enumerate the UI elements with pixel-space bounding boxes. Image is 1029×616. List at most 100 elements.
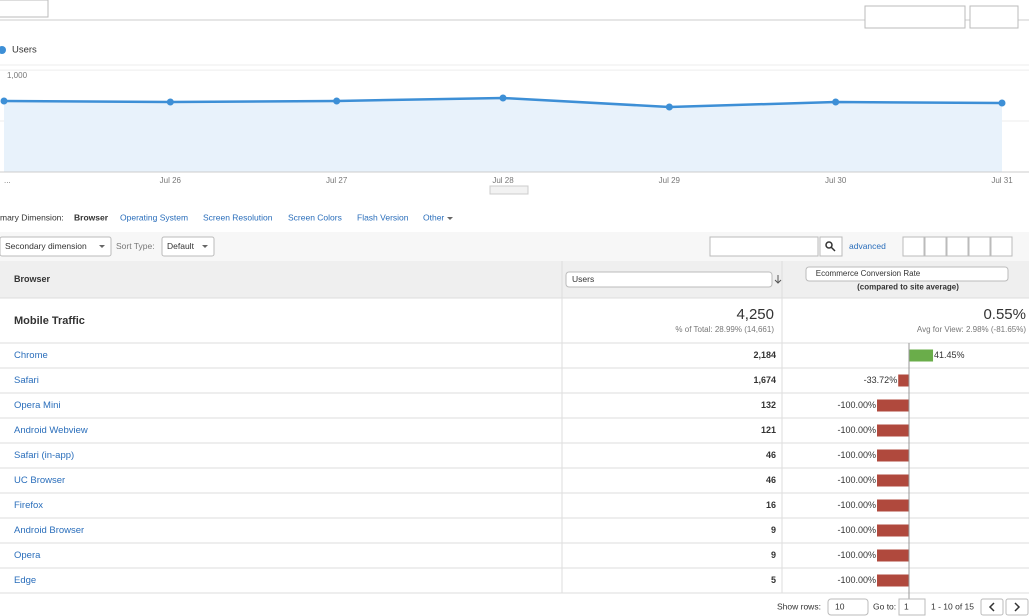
top-button[interactable] (0, 0, 49, 18)
browser-link[interactable]: Opera Mini (14, 400, 60, 411)
dimension-link[interactable]: Other (423, 212, 444, 222)
rate-bar (877, 524, 909, 537)
users-value: 9 (771, 550, 776, 560)
dimension-link[interactable]: Operating System (120, 212, 188, 222)
header-browser: Browser (14, 274, 51, 284)
rows-select[interactable] (827, 598, 869, 616)
browser-link[interactable]: Chrome (14, 350, 48, 361)
view-icon[interactable] (968, 236, 991, 257)
users-value: 46 (766, 475, 776, 485)
chart-type-buttons[interactable] (969, 5, 1019, 29)
search-icon (825, 241, 833, 249)
rate-bar (898, 374, 909, 387)
point (166, 98, 174, 106)
rate-bar (877, 574, 909, 587)
browser-link[interactable]: Android Webview (14, 425, 88, 436)
sort-arrow (774, 275, 782, 284)
totals-rate: 0.55% (983, 306, 1026, 323)
goto-label: Go to: (873, 601, 896, 611)
totals-users: 4,250 (736, 306, 774, 323)
next-button[interactable] (1005, 598, 1029, 616)
users-value: 9 (771, 525, 776, 535)
rate-label: -100.00% (837, 400, 876, 410)
secondary-label: Secondary dimension (5, 241, 87, 251)
rate-bar (877, 549, 909, 562)
x-tick-label: Jul 26 (160, 176, 182, 185)
rate-label: -100.00% (837, 575, 876, 585)
rate-label: -100.00% (837, 450, 876, 460)
point (0, 97, 8, 105)
users-value: 16 (766, 500, 776, 510)
goto-input[interactable] (898, 598, 926, 616)
point (998, 99, 1006, 107)
rows-value: 10 (835, 601, 845, 611)
users-value: 1,674 (753, 375, 776, 385)
sort-button[interactable] (161, 236, 215, 257)
users-value: 5 (771, 575, 776, 585)
advanced-link[interactable]: advanced (849, 241, 886, 251)
show-rows-label: Show rows: (777, 601, 821, 611)
prev-button[interactable] (980, 598, 1004, 616)
prev-arrow (988, 602, 995, 612)
secondary-button[interactable] (0, 236, 112, 257)
sort-value: Default (167, 241, 195, 251)
point (832, 98, 840, 106)
caret (447, 217, 453, 220)
dimension-current: Browser (74, 212, 109, 222)
rate-label: -100.00% (837, 500, 876, 510)
view-icon[interactable] (946, 236, 969, 257)
rate-bar (877, 399, 909, 412)
rate-label: 41.45% (934, 350, 965, 360)
dimension-link[interactable]: Flash Version (357, 212, 409, 222)
header-users: Users (572, 274, 594, 284)
legend-dot (0, 46, 6, 54)
users-select[interactable] (565, 271, 773, 288)
range-label: 1 - 10 of 15 (931, 601, 974, 611)
users-value: 2,184 (753, 350, 776, 360)
browser-link[interactable]: Safari (14, 375, 39, 386)
browser-link[interactable]: Safari (in-app) (14, 450, 74, 461)
x-tick-label: Jul 30 (825, 176, 847, 185)
browser-link[interactable]: Opera (14, 550, 41, 561)
rate-bar (877, 449, 909, 462)
search-box[interactable] (709, 236, 819, 257)
browser-link[interactable]: Android Browser (14, 525, 84, 536)
point (333, 97, 341, 105)
rate-label: -100.00% (837, 525, 876, 535)
rate-bar (877, 424, 909, 437)
goto-value: 1 (904, 601, 909, 611)
rate-label: -100.00% (837, 550, 876, 560)
period-buttons[interactable] (864, 5, 966, 29)
view-icon[interactable] (990, 236, 1013, 257)
x-tick-label: Jul 29 (659, 176, 681, 185)
header-rate: Ecommerce Conversion Rate (816, 269, 921, 278)
point (499, 94, 507, 102)
rate-label: -100.00% (837, 475, 876, 485)
rate-label: -100.00% (837, 425, 876, 435)
totals-rate-sub: Avg for View: 2.98% (-81.65%) (917, 325, 1026, 334)
sort-label: Sort Type: (116, 241, 155, 251)
next-arrow (1014, 602, 1021, 612)
rate-bar (909, 349, 934, 362)
browser-link[interactable]: Edge (14, 575, 36, 586)
y-tick-label: 1,000 (7, 71, 28, 80)
chart-handle[interactable] (489, 185, 529, 195)
rate-select[interactable] (805, 266, 1009, 282)
totals-users-sub: % of Total: 28.99% (14,661) (675, 325, 774, 334)
view-icon[interactable] (902, 236, 925, 257)
x-tick-label: Jul 28 (492, 176, 514, 185)
rate-bar (877, 499, 909, 512)
totals-name: Mobile Traffic (14, 315, 85, 327)
users-value: 132 (761, 400, 776, 410)
browser-link[interactable]: Firefox (14, 500, 43, 511)
dimension-link[interactable]: Screen Resolution (203, 212, 273, 222)
browser-link[interactable]: UC Browser (14, 475, 65, 486)
top-bar (0, 0, 1029, 20)
legend-label: Users (12, 45, 37, 56)
rate-bar (877, 474, 909, 487)
dimension-link[interactable]: Screen Colors (288, 212, 342, 222)
view-icon[interactable] (924, 236, 947, 257)
dimension-label: mary Dimension: (0, 212, 64, 222)
x-tick-label: ... (4, 176, 11, 185)
